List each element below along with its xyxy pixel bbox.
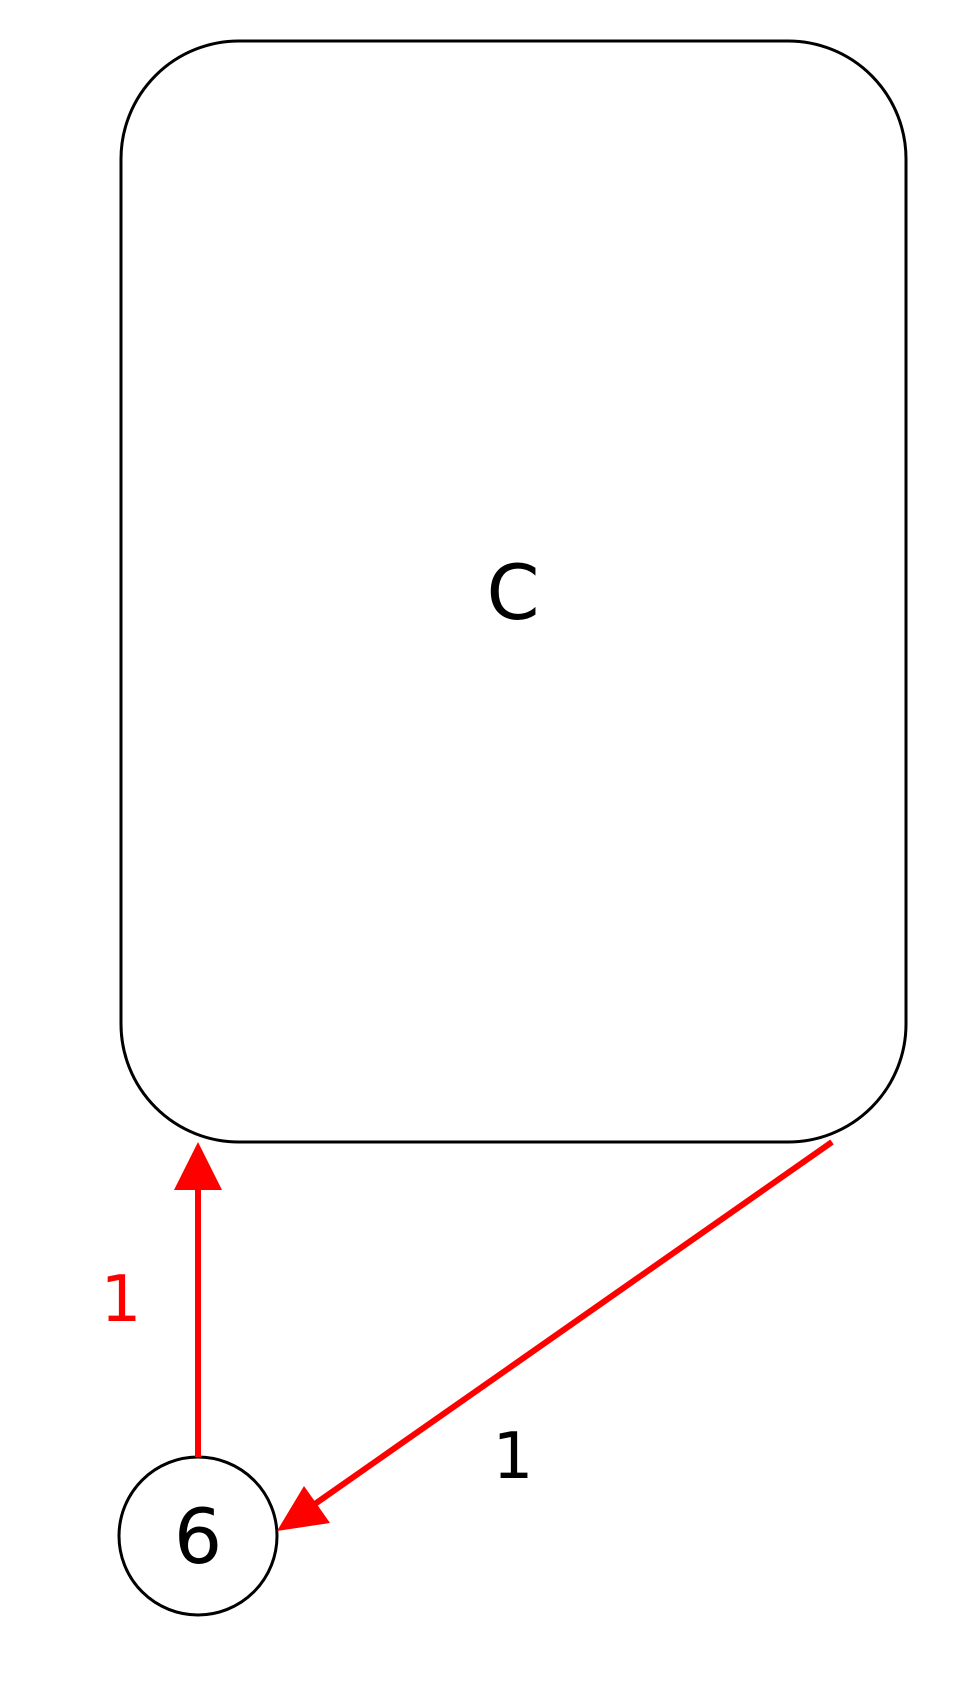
state-node-6[interactable]: 6 [117,1455,279,1617]
edge-c-to-6-arrowhead [277,1486,330,1531]
edge-c-to-6-label: 1 [493,1420,534,1494]
edge-c-to-6[interactable]: 1 [277,1139,834,1531]
edge-6-to-c-arrowhead [174,1142,222,1190]
state-node-6-label: 6 [174,1492,222,1581]
edge-6-to-c-label: 1 [101,1263,142,1337]
composite-state-c[interactable]: C [119,39,908,1144]
edge-6-to-c[interactable]: 1 [101,1142,222,1457]
composite-state-c-label: C [486,548,539,637]
composite-state-c-box [119,39,908,1144]
edge-c-to-6-line [300,1139,834,1516]
